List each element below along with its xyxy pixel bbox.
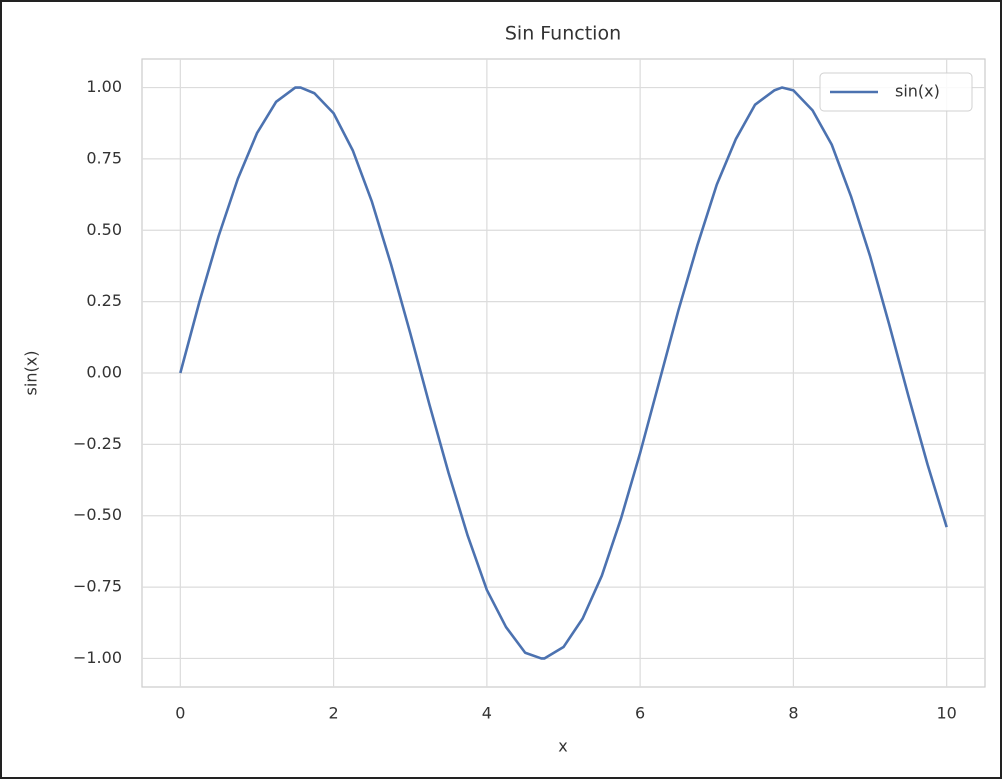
x-tick-label: 4 (482, 704, 492, 723)
x-tick-label: 10 (937, 704, 957, 723)
y-tick-label: 0.50 (86, 220, 122, 239)
y-tick-label: −0.50 (73, 505, 122, 524)
y-tick-label: 0.25 (86, 291, 122, 310)
line-series (179, 86, 948, 660)
y-tick-label: −1.00 (73, 648, 122, 667)
x-tick-label: 8 (788, 704, 798, 723)
x-tick-label: 2 (328, 704, 338, 723)
y-axis-label: sin(x) (22, 351, 41, 396)
y-tick-label: 0.00 (86, 363, 122, 382)
legend-label: sin(x) (895, 82, 940, 101)
x-axis-label: x (558, 737, 567, 756)
legend-box (819, 72, 973, 112)
y-tick-label: 1.00 (86, 77, 122, 96)
x-tick-label: 0 (175, 704, 185, 723)
y-tick-label: −0.25 (73, 434, 122, 453)
x-tick-label: 6 (635, 704, 645, 723)
y-tick-label: −0.75 (73, 577, 122, 596)
chart-title: Sin Function (505, 23, 621, 45)
y-tick-label: 0.75 (86, 148, 122, 167)
